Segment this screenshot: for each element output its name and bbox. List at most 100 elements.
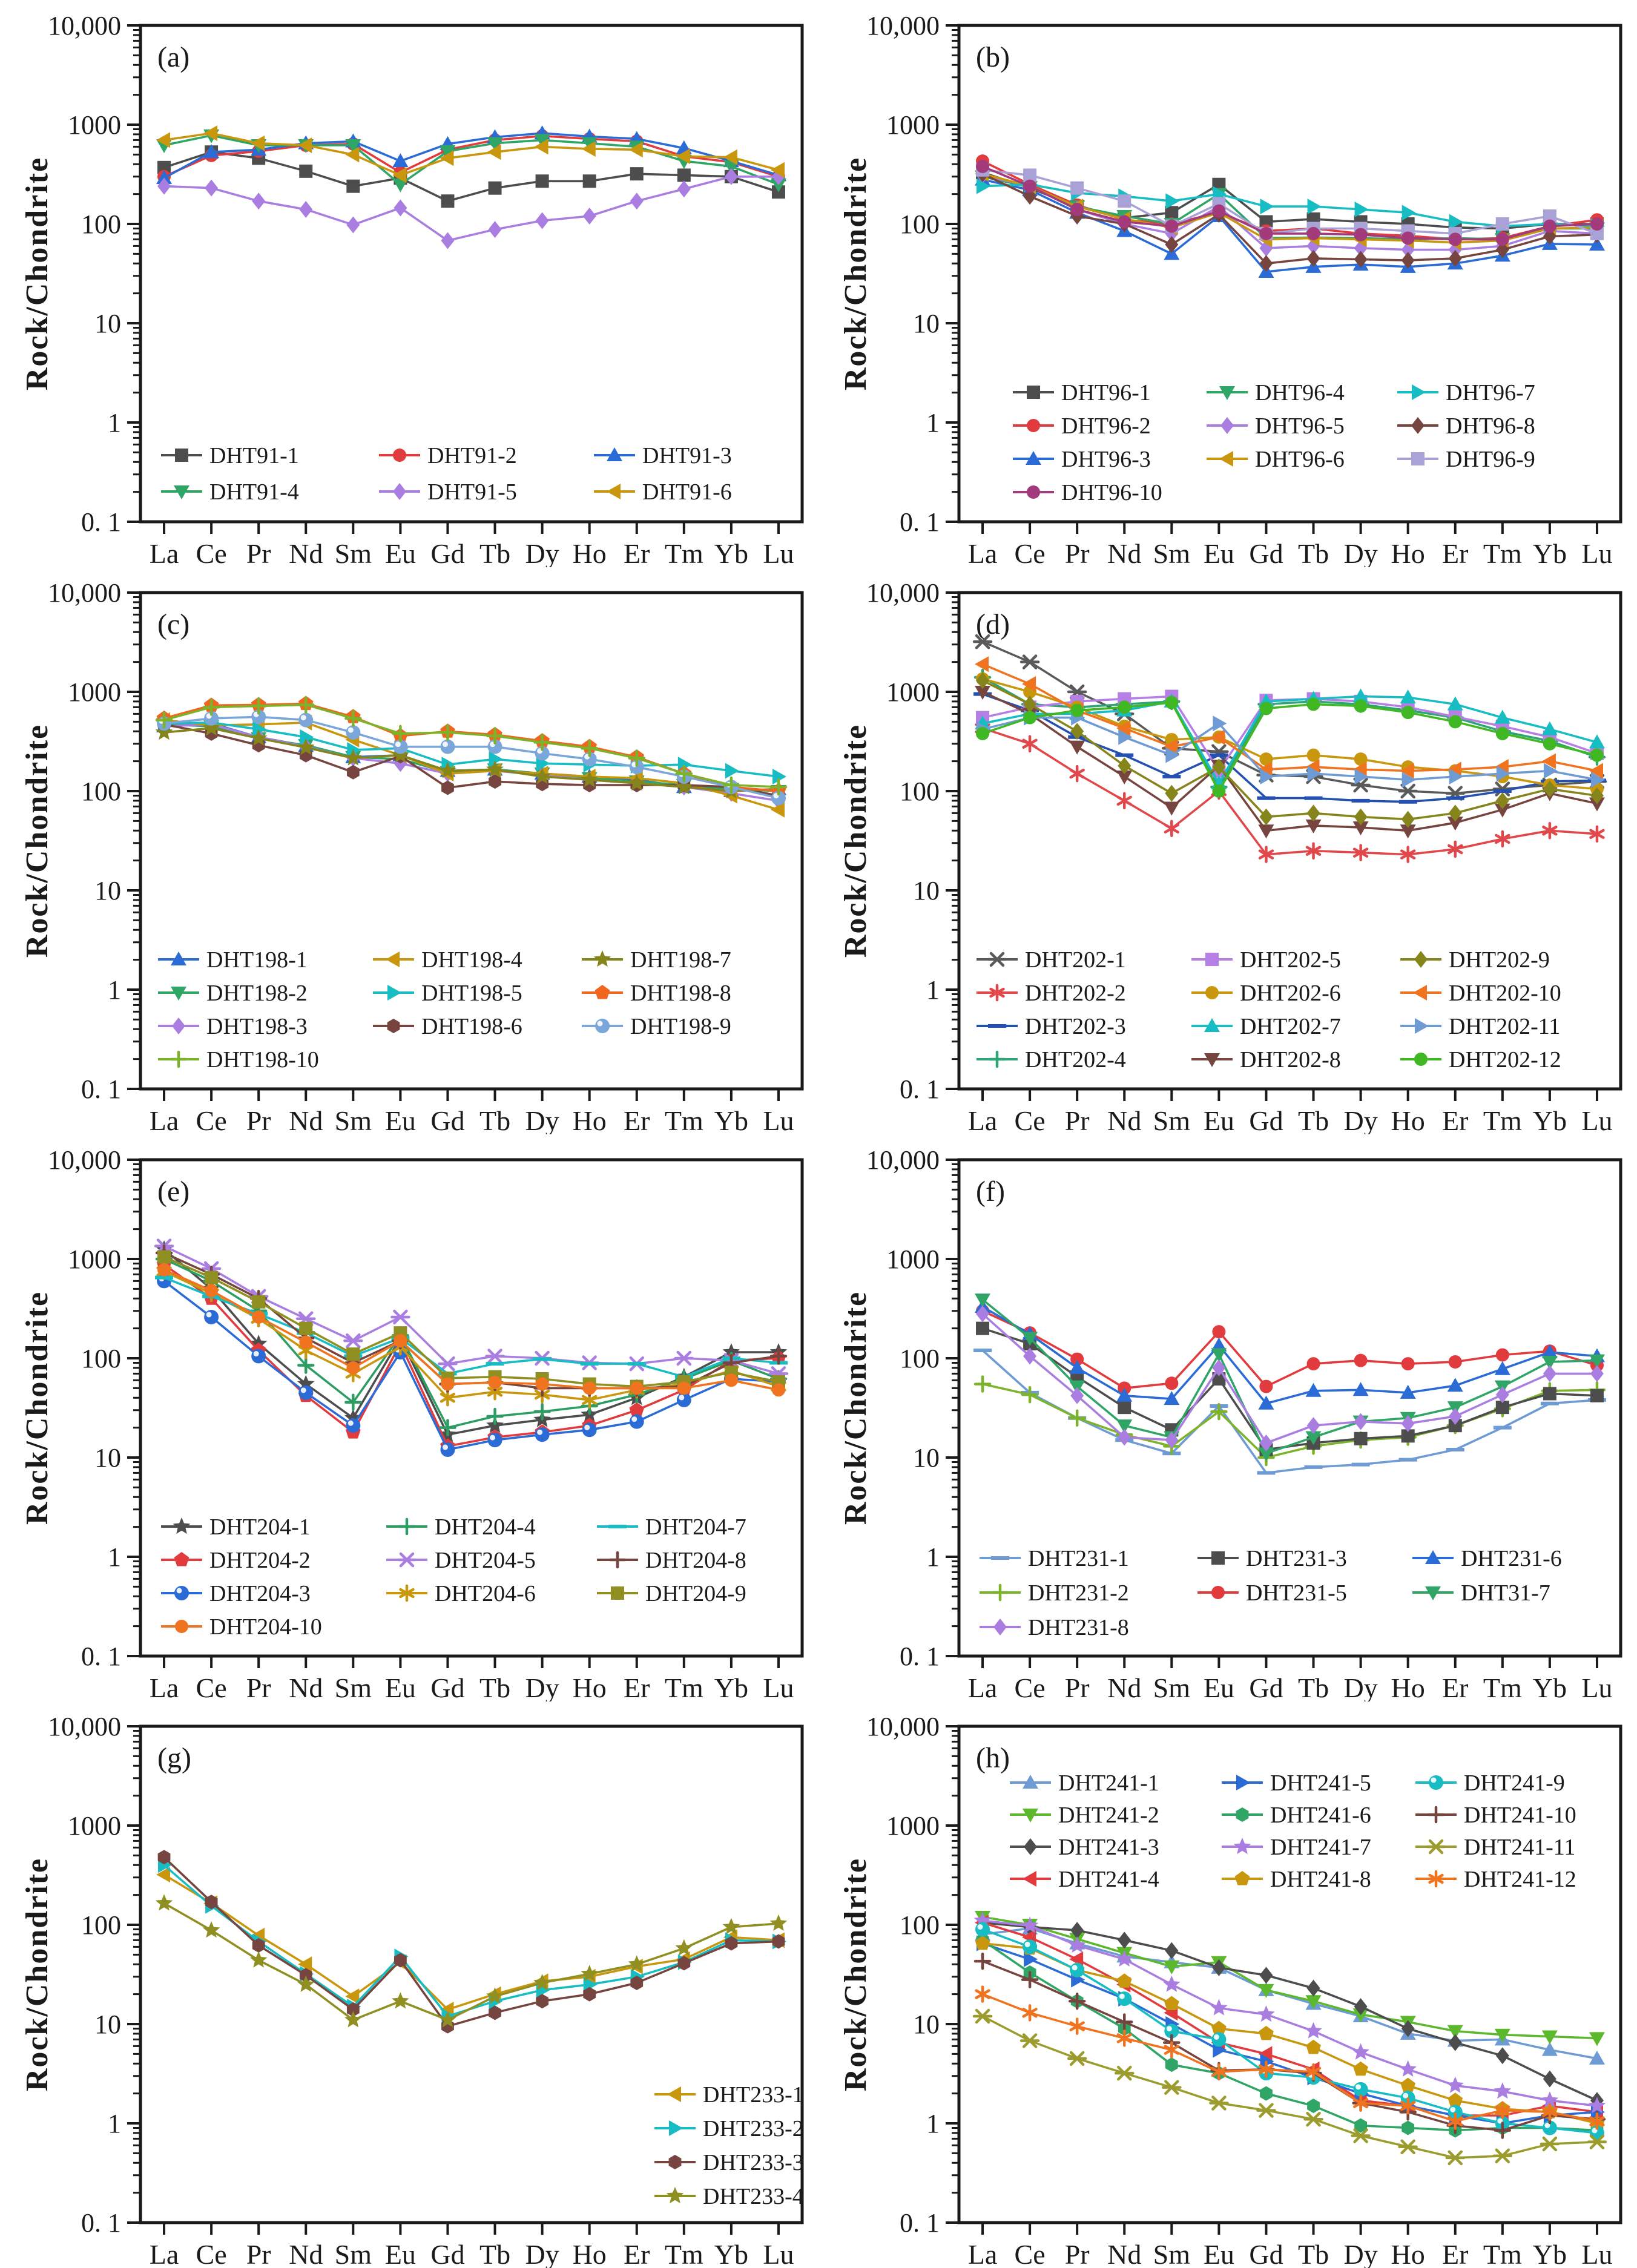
- x-tick-label: Eu: [1204, 1672, 1234, 1701]
- y-tick-label: 100: [81, 1910, 121, 1940]
- x-tick-label: Pr: [1065, 1672, 1090, 1701]
- y-axis-title: Rock/Chondrite: [20, 724, 54, 958]
- x-tick-label: Sm: [335, 1105, 372, 1134]
- series-DHT198-6: [157, 717, 785, 803]
- legend-item-DHT202-1: DHT202-1: [977, 947, 1126, 973]
- legend-label: DHT231-3: [1246, 1546, 1347, 1571]
- legend-label: DHT198-9: [630, 1014, 731, 1039]
- x-tick-label: Er: [624, 2239, 650, 2268]
- x-tick-label: Lu: [1581, 2239, 1612, 2268]
- x-tick-label: Dy: [1343, 1105, 1377, 1134]
- x-tick-label: Eu: [1204, 2239, 1234, 2268]
- x-tick-label: Tb: [479, 538, 510, 567]
- y-tick-label: 0. 1: [81, 1074, 121, 1104]
- legend-label: DHT202-3: [1025, 1014, 1126, 1039]
- x-tick-label: La: [968, 2239, 998, 2268]
- x-tick-label: Tm: [665, 1105, 703, 1134]
- series-DHT204-10: [157, 1263, 785, 1397]
- legend-item-DHT202-3: DHT202-3: [977, 1014, 1126, 1039]
- x-tick-label: Ho: [573, 2239, 607, 2268]
- legend-item-DHT233-2: DHT233-2: [654, 2116, 804, 2141]
- legend-label: DHT233-1: [703, 2082, 804, 2108]
- series-DHT231-8: [976, 1305, 1604, 1452]
- y-tick-label: 1000: [886, 110, 940, 140]
- x-tick-label: Pr: [1065, 1105, 1090, 1134]
- x-tick-label: Ho: [573, 1672, 607, 1701]
- legend-item-DHT231-8: DHT231-8: [980, 1615, 1129, 1640]
- legend: DHT198-1 DHT198-4 DHT198-7 DHT198-2 DHT198-5…: [158, 947, 731, 1073]
- legend-item-DHT231-1: DHT231-1: [980, 1546, 1129, 1571]
- y-tick-label: 100: [81, 1344, 121, 1373]
- legend-label: DHT204-1: [209, 1514, 311, 1540]
- x-tick-label: Ce: [196, 1672, 227, 1701]
- legend-item-DHT96-7: DHT96-7: [1397, 380, 1535, 406]
- legend-label: DHT233-4: [703, 2184, 804, 2209]
- axis-ticks: [946, 591, 1598, 1101]
- x-tick-label: Gd: [1249, 2239, 1283, 2268]
- legend-label: DHT198-8: [630, 981, 731, 1006]
- x-tick-label: La: [968, 538, 998, 567]
- legend: DHT231-1 DHT231-3 DHT231-6 DHT231-2 DHT231-5…: [980, 1546, 1562, 1640]
- x-tick-label: Er: [624, 1672, 650, 1701]
- y-tick-label: 1000: [886, 677, 940, 707]
- x-tick-label: Gd: [1249, 1672, 1283, 1701]
- series-DHT31-7: [975, 1293, 1605, 1462]
- y-tick-label: 10: [94, 309, 121, 338]
- series-DHT202-12: [976, 695, 1604, 798]
- legend-label: DHT91-4: [209, 479, 299, 505]
- x-tick-label: Ho: [1391, 1105, 1425, 1134]
- y-tick-label: 10,000: [866, 578, 940, 608]
- plot-box: [139, 1158, 804, 1658]
- legend-item-DHT231-3: DHT231-3: [1197, 1546, 1347, 1571]
- legend: DHT204-1 DHT204-4 DHT204-7 DHT204-2 DHT204-5…: [161, 1514, 746, 1640]
- panel-letter: (d): [976, 608, 1010, 640]
- legend-item-DHT202-10: DHT202-10: [1400, 981, 1561, 1006]
- x-tick-label: Ho: [1391, 538, 1425, 567]
- legend-label: DHT241-4: [1058, 1867, 1159, 1892]
- x-tick-label: Sm: [1153, 538, 1191, 567]
- y-tick-label: 1: [108, 408, 121, 438]
- x-tick-label: Pr: [246, 2239, 271, 2268]
- legend-item-DHT204-4: DHT204-4: [386, 1514, 536, 1540]
- x-tick-label: Ce: [1015, 538, 1046, 567]
- series-DHT96-10: [976, 159, 1604, 246]
- y-tick-label: 10,000: [866, 1145, 940, 1175]
- legend-label: DHT202-4: [1025, 1047, 1126, 1073]
- legend-label: DHT231-6: [1461, 1546, 1562, 1571]
- y-tick-label: 1000: [68, 677, 121, 707]
- legend-item-DHT204-10: DHT204-10: [161, 1614, 322, 1640]
- legend-item-DHT31-7: DHT31-7: [1412, 1580, 1550, 1606]
- legend-label: DHT198-2: [206, 981, 308, 1006]
- y-tick-label: 10,000: [866, 1712, 940, 1741]
- y-tick-label: 10,000: [48, 1712, 121, 1741]
- x-tick-label: Tb: [479, 1105, 510, 1134]
- y-axis-title: Rock/Chondrite: [20, 1291, 54, 1525]
- legend-item-DHT233-1: DHT233-1: [654, 2082, 804, 2108]
- series-DHT233-3: [157, 1850, 785, 2034]
- legend-label: DHT202-5: [1240, 947, 1341, 973]
- legend-item-DHT241-9: DHT241-9: [1415, 1770, 1565, 1796]
- legend-label: DHT96-6: [1255, 447, 1345, 472]
- legend-item-DHT202-12: DHT202-12: [1400, 1047, 1561, 1073]
- legend-item-DHT202-2: DHT202-2: [977, 981, 1126, 1006]
- legend-item-DHT233-4: DHT233-4: [654, 2184, 804, 2209]
- legend-label: DHT241-9: [1464, 1770, 1565, 1796]
- x-tick-label: Yb: [1533, 2239, 1567, 2268]
- panel-a: 0. 1 1 10 100 1000 10,000 La Ce Pr Nd Sm Eu Gd Tb Dy Ho…: [0, 0, 819, 567]
- legend-item-DHT204-5: DHT204-5: [386, 1548, 536, 1573]
- x-tick-label: Yb: [714, 538, 748, 567]
- legend-item-DHT202-5: DHT202-5: [1191, 947, 1341, 973]
- series-DHT198-10: [155, 696, 788, 796]
- legend-item-DHT96-9: DHT96-9: [1397, 447, 1535, 472]
- legend-item-DHT198-3: DHT198-3: [158, 1014, 308, 1039]
- x-tick-label: Yb: [1533, 1672, 1567, 1701]
- series-DHT231-1: [973, 1349, 1606, 1475]
- x-tick-label: Tb: [1298, 2239, 1329, 2268]
- x-tick-label: Ho: [1391, 2239, 1425, 2268]
- series-DHT233-4: [155, 1894, 788, 2028]
- x-tick-label: Nd: [289, 538, 323, 567]
- x-tick-label: Tm: [1483, 1672, 1522, 1701]
- axis-tick-labels: 0. 1 1 10 100 1000 10,000 La Ce Pr Nd Sm Eu Gd Tb Dy Ho…: [866, 1712, 1613, 2268]
- x-tick-label: Er: [1442, 1672, 1468, 1701]
- x-tick-label: Ce: [196, 538, 227, 567]
